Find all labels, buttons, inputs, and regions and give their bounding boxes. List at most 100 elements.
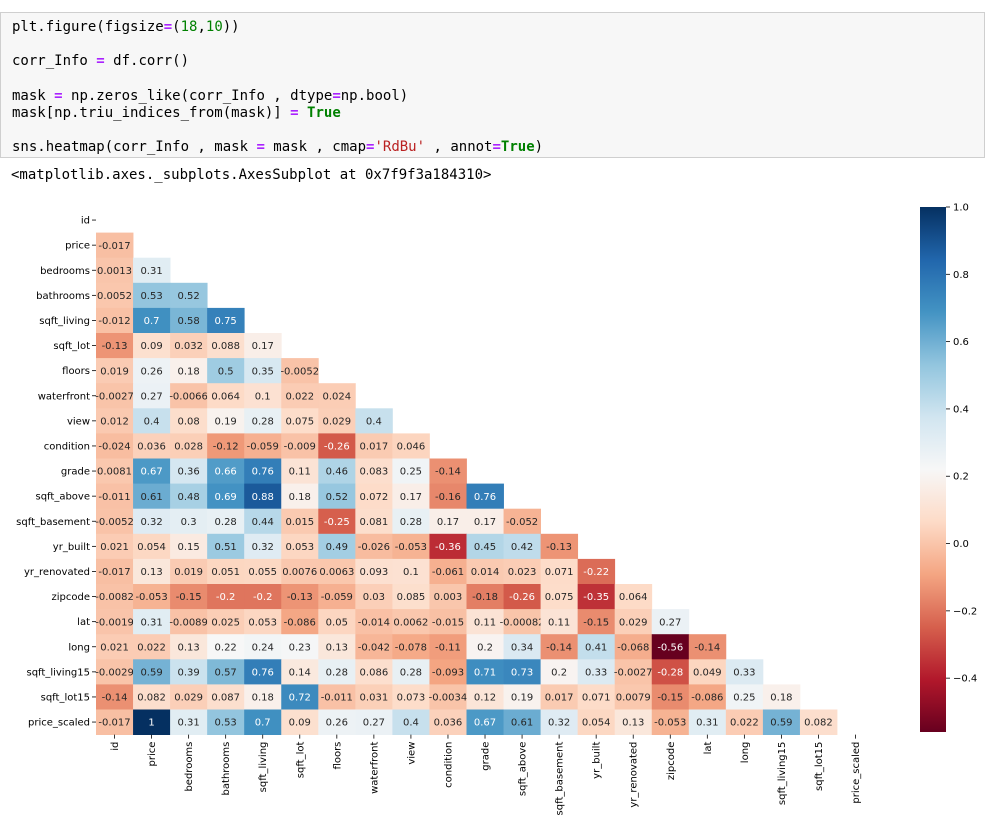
cell-annotation: 0.32 (252, 542, 274, 553)
cell-annotation: 0.35 (252, 366, 274, 377)
heatmap-cell (540, 634, 579, 660)
colorbar: 1.0 0.8 0.6 0.4 0.2 0.0 −0.2 −0.4 (920, 203, 977, 732)
heatmap-cell (96, 232, 134, 259)
heatmap-cell (429, 533, 467, 560)
heatmap-cell (355, 709, 393, 735)
heatmap-cell (392, 533, 430, 560)
cell-annotation: 0.28 (215, 517, 237, 528)
cell-annotation: 0.13 (177, 642, 199, 653)
cell-annotation: 0.36 (177, 467, 199, 478)
heatmap-cell (170, 433, 208, 459)
heatmap-cell (244, 433, 282, 459)
cell-annotation: 0.17 (437, 517, 459, 528)
heatmap-cell (207, 307, 245, 334)
cell-annotation: 0.25 (733, 693, 755, 704)
cell-annotation: 0.09 (140, 341, 162, 352)
cell-annotation: 0.76 (252, 467, 274, 478)
heatmap-cell (133, 584, 171, 610)
cell-annotation: 0.08 (177, 416, 199, 427)
heatmap-cell (540, 709, 579, 735)
x-tick-label: long (740, 742, 751, 764)
heatmap-cell (133, 257, 171, 284)
cell-annotation: -0.14 (694, 642, 720, 653)
cell-annotation: 0.3 (181, 517, 197, 528)
x-tick-label: price_scaled (851, 742, 862, 804)
cell-annotation: 0.4 (144, 416, 160, 427)
heatmap-cell (133, 533, 171, 560)
cell-annotation: 0.18 (177, 366, 199, 377)
heatmap-cell (96, 433, 134, 459)
colorbar-tick-label: −0.4 (953, 674, 977, 685)
heatmap-cell (133, 659, 171, 685)
cell-annotation: -0.059 (247, 442, 279, 453)
cell-annotation: 0.28 (400, 667, 422, 678)
x-tick-label: floors (332, 742, 343, 770)
heatmap-cell (651, 634, 690, 660)
y-tick-label: view (67, 416, 90, 427)
cell-annotation: 0.52 (177, 291, 199, 302)
cell-annotation: 0.22 (215, 642, 237, 653)
heatmap-cell (281, 508, 319, 535)
heatmap-cell (170, 508, 208, 535)
y-tick-label: waterfront (38, 391, 90, 402)
cell-annotation: 0.49 (326, 542, 348, 553)
heatmap-cell (281, 433, 319, 459)
heatmap-cell (281, 634, 319, 660)
cell-annotation: 0.48 (177, 492, 199, 503)
heatmap-cell (318, 508, 356, 535)
heatmap-cell (614, 709, 653, 735)
cell-annotation: 0.014 (471, 567, 500, 578)
cell-annotation: -0.0089 (169, 617, 208, 628)
x-tick-label: zipcode (666, 742, 677, 781)
cell-annotation: -0.14 (546, 642, 572, 653)
cell-annotation: 0.59 (140, 667, 162, 678)
cell-annotation: 0.073 (397, 693, 426, 704)
code-cell[interactable]: plt.figure(figsize=(18,10)) corr_Info = … (0, 12, 985, 158)
heatmap-cell (170, 709, 208, 735)
heatmap-cell (96, 684, 134, 710)
heatmap-cell (170, 684, 208, 710)
heatmap-cell (577, 709, 616, 735)
code-token: 10 (205, 19, 223, 35)
heatmap-cell (466, 533, 504, 560)
cell-annotation: 0.27 (363, 718, 385, 729)
cell-annotation: 0.59 (770, 718, 792, 729)
code-token: , (197, 19, 206, 35)
heatmap-cell (207, 609, 245, 635)
colorbar-tick-label: 0.8 (953, 270, 969, 281)
y-tick-label: sqft_above (36, 492, 91, 503)
code-token: = (96, 53, 105, 69)
heatmap-cell (207, 533, 245, 560)
cell-annotation: -0.13 (102, 341, 128, 352)
cell-annotation: -0.22 (583, 567, 609, 578)
y-tick-label: price (65, 241, 90, 252)
heatmap-cell (392, 508, 430, 535)
heatmap-cell (614, 659, 653, 685)
heatmap-cell (244, 383, 282, 409)
code-token: = (256, 139, 265, 155)
code-token: 'RdBu' (374, 139, 426, 155)
cell-annotation: 0.093 (360, 567, 389, 578)
heatmap-cell (244, 508, 282, 535)
cell-annotation: -0.25 (324, 517, 350, 528)
x-tick-label: sqft_living (258, 742, 269, 793)
heatmap-cell (466, 508, 504, 535)
x-tick-label: sqft_lot (295, 742, 306, 779)
cell-annotation: -0.0029 (95, 667, 134, 678)
x-tick-label: waterfront (369, 742, 380, 794)
heatmap-cell (170, 558, 208, 585)
cell-annotation: -0.11 (435, 642, 461, 653)
heatmap-cell (244, 634, 282, 660)
heatmap-cell (318, 483, 356, 510)
cell-annotation: 0.028 (174, 442, 203, 453)
cell-annotation: 0.67 (140, 467, 162, 478)
heatmap-cell (133, 333, 171, 359)
colorbar-tick-label: 0.0 (953, 539, 969, 550)
cell-annotation: 0.27 (659, 617, 681, 628)
cell-annotation: -0.012 (98, 316, 130, 327)
cell-annotation: 0.31 (140, 266, 162, 277)
colorbar-tick-label: 1.0 (953, 203, 969, 214)
heatmap-cell (318, 408, 356, 434)
x-tick-label: yr_built (592, 742, 603, 779)
heatmap-cell (133, 709, 171, 735)
